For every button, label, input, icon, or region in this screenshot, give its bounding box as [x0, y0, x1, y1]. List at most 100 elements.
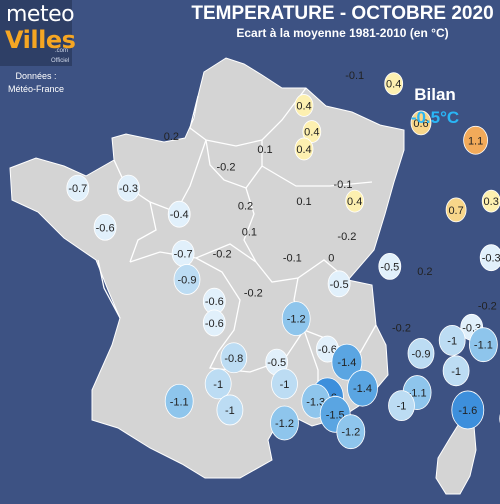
- station-label: -1: [451, 366, 461, 378]
- station-label: -0.5: [380, 261, 399, 273]
- station-label: 0.4: [347, 196, 362, 208]
- station-bubble: [345, 189, 365, 213]
- station-label: -0.2: [392, 322, 411, 334]
- station-bubble: [479, 244, 500, 272]
- logo-villes: Villes: [5, 26, 76, 54]
- station-label: 0.4: [304, 127, 319, 139]
- meteo-villes-logo: meteo Villes .com Officiel: [0, 0, 76, 66]
- station-bubble: [442, 355, 470, 387]
- station-bubble: [164, 383, 194, 419]
- station-bubble: [281, 301, 311, 337]
- mainland-france: [9, 57, 405, 479]
- station-bubble: [336, 414, 366, 450]
- corsica: [435, 413, 477, 495]
- station-bubble: [331, 343, 363, 381]
- station-bubble: [407, 337, 435, 369]
- station-bubble: [173, 264, 201, 295]
- data-source: Données : Météo-France: [0, 70, 72, 96]
- station-label: -1: [397, 401, 407, 413]
- station-bubble: [451, 390, 485, 430]
- station-bubble: [384, 72, 404, 96]
- station-bubble: [327, 270, 351, 298]
- station-label: -0.2: [217, 161, 236, 173]
- station-label: -0.2: [244, 288, 263, 300]
- station-label: -0.6: [318, 344, 337, 356]
- station-label: -0.1: [345, 70, 364, 82]
- station-label: -0.1: [334, 179, 353, 191]
- station-label: -0.9: [178, 274, 197, 286]
- source-label: Données :: [15, 71, 57, 81]
- station-label: -0.5: [267, 357, 286, 369]
- station-label: 0.2: [417, 266, 432, 278]
- source-provider: Météo-France: [7, 84, 65, 94]
- station-bubble: [93, 213, 117, 241]
- station-label: 0.1: [242, 227, 257, 239]
- station-bubble: [216, 394, 244, 426]
- station-bubble: [302, 120, 322, 143]
- station-label: 0.4: [296, 144, 311, 156]
- station-label: 0.4: [386, 79, 401, 91]
- bilan-label: Bilan: [414, 85, 456, 104]
- station-label: -0.4: [170, 209, 189, 221]
- station-bubble: [445, 197, 467, 223]
- station-bubble: [410, 110, 432, 136]
- station-label: -0.6: [205, 296, 224, 308]
- station-bubble: [220, 342, 248, 374]
- station-label: 0.6: [413, 118, 428, 130]
- station-label: -0.3: [119, 183, 138, 195]
- station-label: -1.1: [170, 396, 189, 408]
- station-label: 1.1: [468, 135, 483, 147]
- station-label: -1.3: [306, 396, 325, 408]
- station-bubble: [117, 174, 140, 202]
- station-label: -1.2: [341, 427, 360, 439]
- station-bubble: [438, 324, 466, 356]
- logo-domain: .com: [55, 48, 69, 54]
- station-label: 0.4: [296, 100, 311, 112]
- station-bubble: [468, 327, 498, 363]
- station-label: -1.6: [458, 405, 477, 417]
- station-label: 0.3: [484, 196, 499, 208]
- map-subtitle: Ecart à la moyenne 1981-2010 (en °C): [236, 26, 449, 40]
- station-label: 0.2: [238, 201, 253, 213]
- station-label: -1: [447, 335, 457, 347]
- station-bubble: [202, 309, 226, 337]
- station-label: -0.8: [224, 353, 243, 365]
- station-label: -0.9: [412, 348, 431, 360]
- station-label: -1: [213, 379, 223, 391]
- station-label: -1.2: [287, 314, 306, 326]
- station-label: -0.6: [96, 222, 115, 234]
- station-bubble: [294, 137, 314, 161]
- france-land: [9, 57, 477, 495]
- station-bubble: [167, 200, 191, 228]
- station-markers: -0.10.40.40.61.10.40.20.10.4-0.20.60.80.…: [66, 70, 500, 450]
- station-label: -1.2: [275, 418, 294, 430]
- station-bubble: [204, 368, 232, 400]
- station-label: -0.6: [205, 318, 224, 330]
- station-label: -0.5: [330, 279, 349, 291]
- station-label: -0.2: [213, 248, 232, 260]
- station-label: -0.3: [482, 253, 500, 265]
- station-bubble: [347, 369, 378, 407]
- station-label: -0.1: [283, 253, 302, 265]
- station-label: -0.2: [337, 231, 356, 243]
- station-bubble: [270, 405, 299, 441]
- map-title: TEMPERATURE - OCTOBRE 2020: [191, 3, 494, 24]
- station-bubble: [481, 189, 500, 213]
- station-label: -0.2: [478, 301, 497, 313]
- station-label: -0.7: [68, 183, 87, 195]
- station-label: -1: [225, 405, 235, 417]
- station-label: -0.7: [174, 248, 193, 260]
- station-bubble: [388, 390, 415, 422]
- station-label: 0.7: [448, 205, 463, 217]
- station-label: -1.4: [353, 383, 372, 395]
- station-label: -1: [280, 379, 290, 391]
- station-bubble: [378, 252, 402, 280]
- logo-tag: Officiel: [51, 58, 70, 64]
- station-label: 0.1: [257, 144, 272, 156]
- station-bubble: [66, 174, 90, 202]
- logo-meteo: meteo: [6, 2, 75, 27]
- station-label: -1.1: [474, 340, 493, 352]
- station-label: -1.5: [326, 409, 345, 421]
- station-label: 0: [328, 253, 334, 265]
